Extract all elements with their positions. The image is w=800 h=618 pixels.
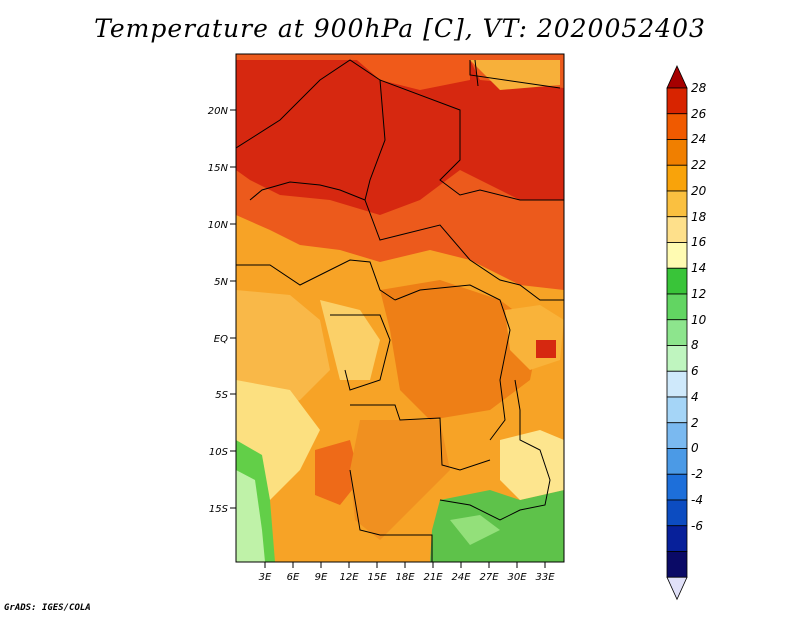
colorbar-swatch <box>666 164 688 192</box>
colorbar-swatch <box>666 473 688 501</box>
lon-label: 30E <box>507 572 527 583</box>
colorbar-label: 14 <box>691 261 706 275</box>
grads-credit: GrADS: IGES/COLA <box>4 603 91 613</box>
colorbar <box>666 65 688 601</box>
colorbar-swatch <box>666 370 688 398</box>
colorbar-swatch <box>666 422 688 449</box>
lat-label: 15N <box>208 163 229 174</box>
colorbar-label: 28 <box>691 81 707 95</box>
colorbar-swatch <box>666 139 688 166</box>
colorbar-label: 16 <box>691 235 707 249</box>
lon-label: 27E <box>479 572 499 583</box>
colorbar-swatch <box>666 551 688 578</box>
lon-label: 12E <box>339 572 359 583</box>
colorbar-labels: 28 26 24 22 20 18 16 14 12 10 8 6 4 2 0 … <box>691 81 707 533</box>
lon-label: 15E <box>367 572 387 583</box>
colorbar-top-arrow <box>666 65 688 89</box>
lat-label: 20N <box>208 106 229 117</box>
country-boundaries <box>236 59 564 562</box>
colorbar-label: 2 <box>691 416 699 430</box>
lon-label: 33E <box>535 572 555 583</box>
colorbar-label: 26 <box>691 107 707 121</box>
lat-label: 15S <box>209 504 229 515</box>
lon-label: 24E <box>451 572 471 583</box>
map-title: Temperature at 900hPa [C], VT: 202005240… <box>94 14 706 43</box>
lon-label: 9E <box>315 572 328 583</box>
colorbar-swatch <box>666 267 688 295</box>
lat-label: EQ <box>214 334 228 345</box>
colorbar-label: 10 <box>691 313 707 327</box>
lat-label: 10N <box>208 220 229 231</box>
lon-label: 3E <box>259 572 272 583</box>
colorbar-swatch <box>666 293 688 321</box>
colorbar-swatch <box>666 345 688 372</box>
colorbar-label: 20 <box>691 184 707 198</box>
colorbar-label: 4 <box>691 390 699 404</box>
latitude-axis: 20N 15N 10N 5N EQ 5S 10S 15S <box>208 106 236 515</box>
colorbar-swatch <box>666 242 688 269</box>
colorbar-swatch <box>666 319 688 346</box>
colorbar-label: 6 <box>691 364 699 378</box>
lon-label: 6E <box>287 572 300 583</box>
lon-label: 18E <box>395 572 415 583</box>
colorbar-label: 24 <box>691 132 706 146</box>
lat-label: 5S <box>215 390 228 401</box>
colorbar-swatch <box>666 113 688 140</box>
colorbar-label: 18 <box>691 210 707 224</box>
temperature-field <box>236 54 564 562</box>
colorbar-bottom-arrow <box>666 576 688 601</box>
colorbar-swatch <box>666 216 688 243</box>
longitude-axis: 3E 6E 9E 12E 15E 18E 21E 24E 27E 30E 33E <box>259 562 555 583</box>
colorbar-label: -4 <box>691 493 703 507</box>
colorbar-swatch <box>666 499 688 527</box>
colorbar-swatch <box>666 448 688 475</box>
colorbar-swatch <box>666 190 688 218</box>
map-frame <box>235 53 565 563</box>
colorbar-swatch <box>666 396 688 424</box>
lon-label: 21E <box>423 572 443 583</box>
colorbar-label: -2 <box>691 467 703 481</box>
colorbar-label: 22 <box>691 158 706 172</box>
lat-label: 10S <box>209 447 229 458</box>
colorbar-label: -6 <box>691 519 703 533</box>
colorbar-label: 8 <box>691 338 699 352</box>
colorbar-label: 12 <box>691 287 706 301</box>
colorbar-swatch <box>666 525 688 552</box>
colorbar-swatch <box>666 87 688 115</box>
colorbar-label: 0 <box>691 441 699 455</box>
lat-label: 5N <box>214 277 228 288</box>
